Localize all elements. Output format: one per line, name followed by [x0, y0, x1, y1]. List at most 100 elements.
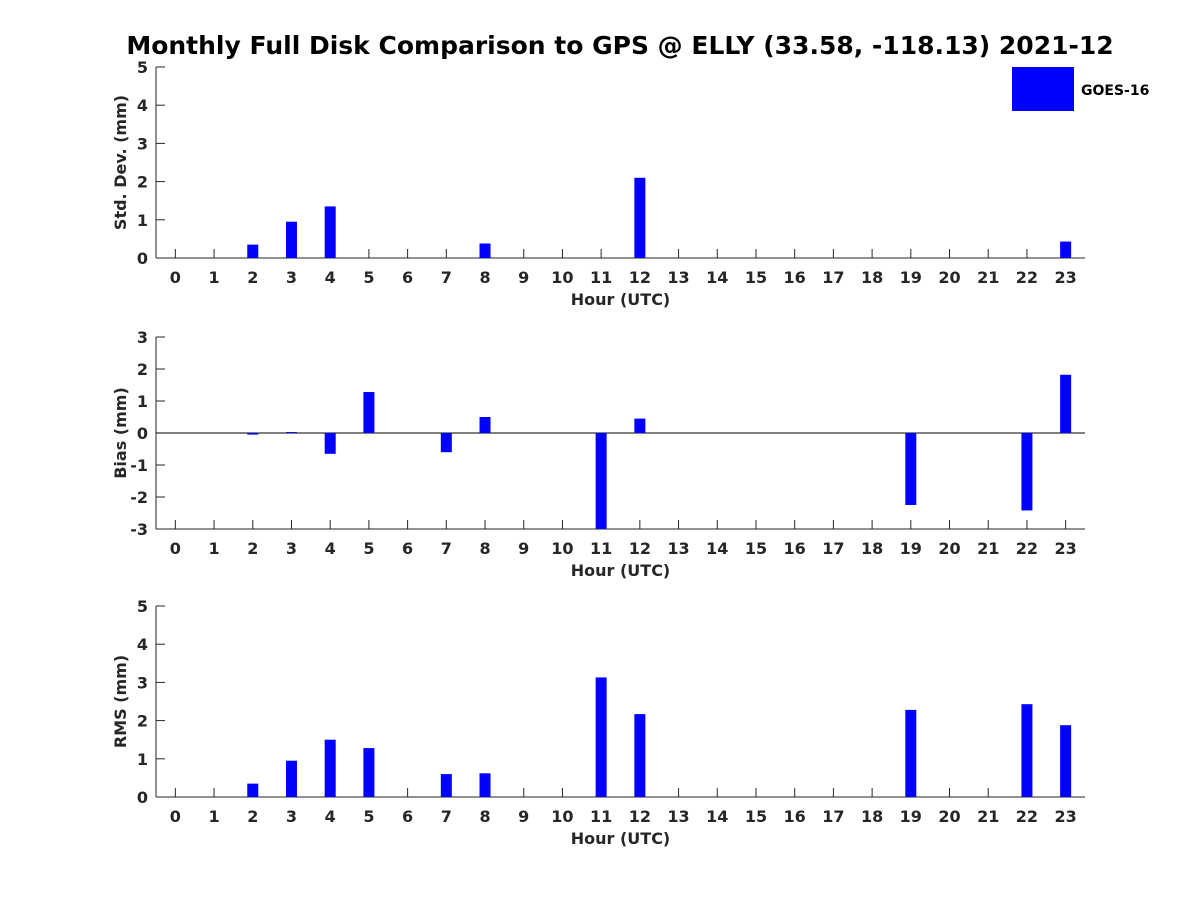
bias-x-tick-label: 14	[706, 539, 728, 558]
std-dev-x-tick-label: 13	[667, 268, 689, 287]
rms-x-tick-label: 16	[784, 807, 806, 826]
rms-y-tick-label: 2	[137, 712, 148, 731]
std-dev-x-tick-label: 7	[441, 268, 452, 287]
std-dev-x-tick-label: 8	[479, 268, 490, 287]
std-dev-x-tick-label: 21	[977, 268, 999, 287]
rms-y-axis-label: RMS (mm)	[111, 655, 130, 748]
std-dev-x-tick-label: 0	[170, 268, 181, 287]
bias-x-tick-label: 9	[518, 539, 529, 558]
rms-y-tick-label: 5	[137, 597, 148, 616]
rms-bar-hour-7	[440, 774, 452, 797]
rms-bar-hour-12	[634, 714, 646, 797]
rms-bar-hour-23	[1060, 725, 1072, 797]
bias-x-tick-label: 19	[900, 539, 922, 558]
bias-y-axis-label: Bias (mm)	[111, 387, 130, 479]
rms-x-tick-label: 15	[745, 807, 767, 826]
rms-bar-hour-4	[324, 739, 336, 797]
std-dev-x-tick-label: 5	[363, 268, 374, 287]
std-dev-y-tick-label: 2	[137, 173, 148, 192]
std-dev-x-tick-label: 22	[1016, 268, 1038, 287]
bias-y-tick-label: 0	[137, 424, 148, 443]
rms-y-tick-label: 3	[137, 673, 148, 692]
std-dev-x-tick-label: 4	[325, 268, 336, 287]
std-dev-x-tick-label: 23	[1055, 268, 1077, 287]
rms-x-tick-label: 10	[551, 807, 573, 826]
bias-x-tick-label: 17	[822, 539, 844, 558]
bias-x-tick-label: 21	[977, 539, 999, 558]
rms-x-axis-label: Hour (UTC)	[571, 829, 671, 848]
legend-label: GOES-16	[1081, 83, 1149, 99]
rms-x-tick-label: 7	[441, 807, 452, 826]
std-dev-x-tick-label: 16	[784, 268, 806, 287]
rms-bar-hour-8	[479, 773, 491, 797]
bias-x-axis-label: Hour (UTC)	[571, 561, 671, 580]
bias-x-tick-label: 3	[286, 539, 297, 558]
bias-y-tick-label: 2	[137, 360, 148, 379]
std-dev-bar-hour-3	[285, 221, 297, 258]
rms-x-tick-label: 13	[667, 807, 689, 826]
std-dev-x-tick-label: 20	[938, 268, 960, 287]
rms-x-tick-label: 19	[900, 807, 922, 826]
bias-x-tick-label: 6	[402, 539, 413, 558]
std-dev-y-tick-label: 0	[137, 249, 148, 268]
rms-y-tick-label: 1	[137, 750, 148, 769]
std-dev-bar-hour-2	[247, 244, 259, 258]
bias-x-tick-label: 1	[208, 539, 219, 558]
std-dev-x-tick-label: 14	[706, 268, 728, 287]
std-dev-x-tick-label: 10	[551, 268, 573, 287]
rms-bar-hour-2	[247, 783, 259, 797]
bias-y-tick-label: -1	[130, 456, 148, 475]
std-dev-x-tick-label: 12	[629, 268, 651, 287]
std-dev-y-tick-label: 1	[137, 211, 148, 230]
chart-title: Monthly Full Disk Comparison to GPS @ EL…	[126, 31, 1113, 60]
rms-x-tick-label: 22	[1016, 807, 1038, 826]
rms-x-tick-label: 9	[518, 807, 529, 826]
std-dev-x-tick-label: 6	[402, 268, 413, 287]
std-dev-x-tick-label: 18	[861, 268, 883, 287]
rms-x-tick-label: 11	[590, 807, 612, 826]
bias-x-tick-label: 8	[479, 539, 490, 558]
std-dev-x-tick-label: 1	[208, 268, 219, 287]
std-dev-bar-hour-12	[634, 177, 646, 258]
bias-x-tick-label: 5	[363, 539, 374, 558]
rms-bar-hour-22	[1021, 704, 1033, 797]
bias-bar-hour-4	[324, 433, 336, 454]
std-dev-x-axis-label: Hour (UTC)	[571, 290, 671, 309]
std-dev-bar-hour-4	[324, 206, 336, 258]
legend-swatch	[1012, 67, 1074, 111]
rms-bar-hour-3	[285, 760, 297, 797]
bias-bar-hour-2	[247, 433, 259, 435]
rms-x-tick-label: 12	[629, 807, 651, 826]
rms-bar-hour-11	[595, 677, 607, 797]
std-dev-x-tick-label: 2	[247, 268, 258, 287]
rms-y-tick-label: 0	[137, 788, 148, 807]
bias-bar-hour-12	[634, 418, 646, 433]
rms-x-tick-label: 2	[247, 807, 258, 826]
bias-x-tick-label: 4	[325, 539, 336, 558]
bias-x-tick-label: 15	[745, 539, 767, 558]
std-dev-bar-hour-8	[479, 243, 491, 258]
rms-x-tick-label: 23	[1055, 807, 1077, 826]
bias-bar-hour-11	[595, 433, 607, 529]
rms-x-tick-label: 1	[208, 807, 219, 826]
bias-y-tick-label: -2	[130, 488, 148, 507]
std-dev-y-tick-label: 3	[137, 134, 148, 153]
bias-x-tick-label: 22	[1016, 539, 1038, 558]
std-dev-x-tick-label: 19	[900, 268, 922, 287]
bias-bar-hour-8	[479, 417, 491, 433]
bias-bar-hour-3	[285, 432, 297, 434]
rms-x-tick-label: 0	[170, 807, 181, 826]
rms-x-tick-label: 17	[822, 807, 844, 826]
bias-x-tick-label: 2	[247, 539, 258, 558]
bias-x-tick-label: 7	[441, 539, 452, 558]
rms-x-tick-label: 14	[706, 807, 728, 826]
bias-x-tick-label: 13	[667, 539, 689, 558]
bias-x-tick-label: 10	[551, 539, 573, 558]
rms-x-tick-label: 6	[402, 807, 413, 826]
std-dev-x-tick-label: 11	[590, 268, 612, 287]
rms-x-tick-label: 20	[938, 807, 960, 826]
